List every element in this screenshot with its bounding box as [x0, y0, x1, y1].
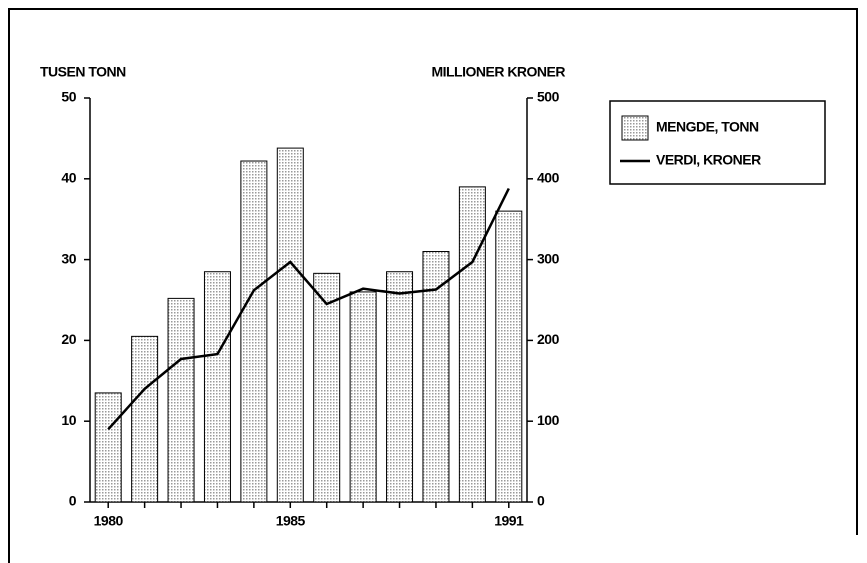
bar — [94, 392, 122, 503]
bar — [131, 335, 159, 503]
bar — [167, 297, 195, 503]
frame — [8, 8, 858, 563]
y2-tick-label: 400 — [537, 170, 560, 186]
y2-tick-label: 500 — [537, 89, 560, 105]
bar — [386, 271, 414, 503]
y2-tick-label: 100 — [537, 412, 560, 428]
legend-box — [609, 100, 826, 185]
bar — [203, 271, 231, 503]
bar — [313, 272, 341, 503]
bar — [495, 210, 523, 503]
line — [107, 187, 510, 431]
y2-tick-label: 200 — [537, 331, 560, 347]
y-tick-label: 30 — [61, 250, 76, 266]
y2-tick-label: 0 — [537, 493, 545, 509]
bar — [349, 291, 377, 503]
bar — [240, 160, 268, 503]
bar — [422, 251, 450, 503]
y-tick-label: 50 — [61, 89, 76, 105]
y2-tick-label: 300 — [537, 250, 560, 266]
y-tick-label: 40 — [61, 170, 76, 186]
y-tick-label: 20 — [61, 331, 76, 347]
x-tick-label: 1980 — [94, 513, 124, 529]
bar — [458, 186, 486, 503]
y-tick-label: 10 — [61, 412, 76, 428]
x-tick-label: 1991 — [494, 513, 524, 529]
legend-label: VERDI, KRONER — [656, 152, 761, 168]
y-tick-label: 0 — [69, 493, 77, 509]
x-tick-label: 1985 — [276, 513, 306, 529]
y-axis-title: TUSEN TONN — [40, 64, 126, 80]
legend-swatch — [621, 115, 649, 141]
legend-label: MENGDE, TONN — [656, 119, 759, 135]
bar — [276, 147, 304, 503]
y2-axis-title: MILLIONER KRONER — [431, 64, 565, 80]
